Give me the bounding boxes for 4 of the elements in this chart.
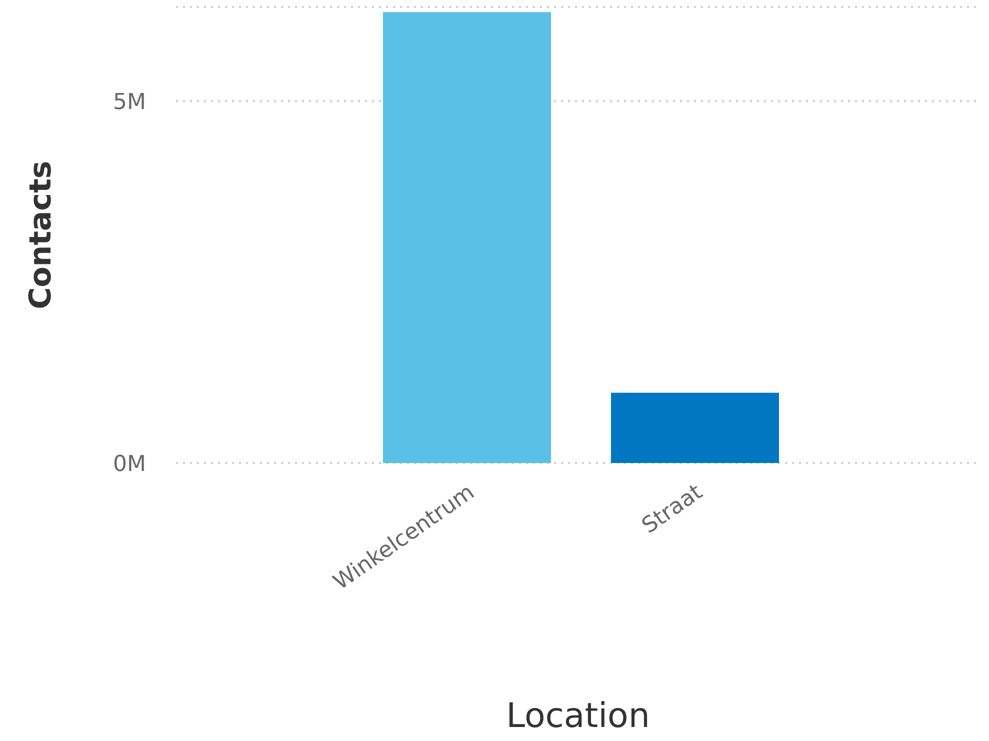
y-tick-label: 0M (113, 452, 146, 477)
y-axis-title: Contacts (24, 160, 59, 310)
y-tick-label: 5M (113, 90, 146, 115)
x-axis-title: Location (506, 696, 650, 736)
